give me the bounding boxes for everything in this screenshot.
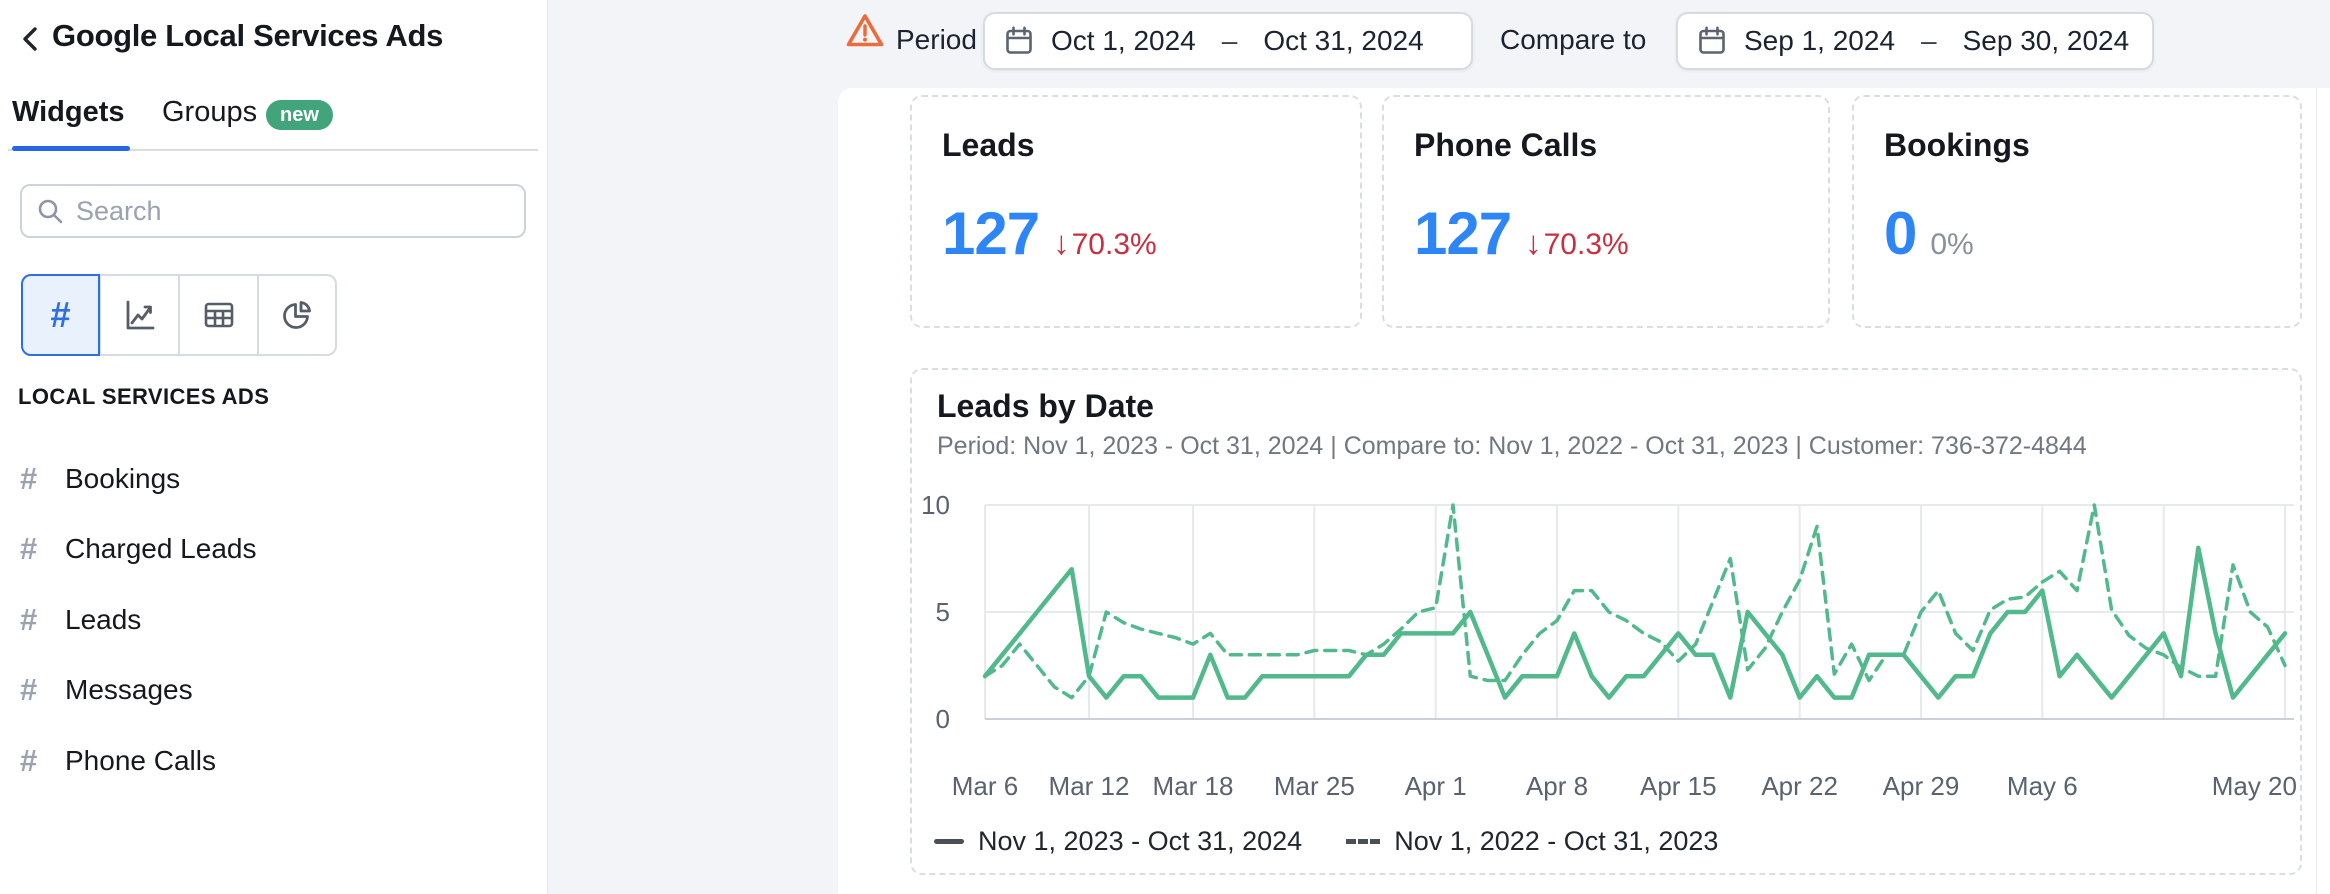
svg-text:May 20: May 20	[2212, 771, 2297, 801]
kpi-value: 0	[1884, 200, 1917, 267]
widget-type-number-button[interactable]: #	[21, 274, 100, 356]
legend-label-compare-period: Nov 1, 2022 - Oct 31, 2023	[1394, 826, 1719, 856]
arrow-down-icon: ↓	[1525, 224, 1542, 261]
sidebar-item-bookings[interactable]: # Bookings	[20, 456, 520, 502]
kpi-delta: 0%	[1930, 228, 1973, 262]
kpi-delta-value: 0%	[1930, 228, 1974, 261]
svg-text:10: 10	[921, 490, 950, 520]
kpi-delta-value: 70.3%	[1543, 228, 1629, 261]
date-range-separator: –	[1221, 25, 1238, 56]
sidebar-item-messages[interactable]: # Messages	[20, 667, 520, 713]
metric-label: Phone Calls	[65, 745, 216, 776]
active-tab-underline	[12, 146, 130, 151]
kpi-delta: ↓ 70.3%	[1525, 224, 1629, 262]
calendar-icon	[1006, 26, 1032, 54]
tab-divider	[8, 149, 538, 151]
line-chart-icon	[126, 300, 154, 330]
arrow-down-icon: ↓	[1053, 224, 1070, 261]
kpi-title: Phone Calls	[1414, 127, 1598, 163]
leads-by-date-widget[interactable]: Leads by Date Period: Nov 1, 2023 - Oct …	[910, 368, 2302, 875]
sidebar-tabs: Widgets Groups new	[0, 96, 548, 136]
svg-text:Mar 25: Mar 25	[1274, 771, 1355, 801]
tab-groups[interactable]: Groups	[162, 96, 258, 128]
date-range-separator: –	[1921, 25, 1937, 56]
sidebar-item-charged-leads[interactable]: # Charged Leads	[20, 526, 520, 572]
new-badge: new	[266, 100, 333, 130]
widget-type-pie-chart-button[interactable]	[258, 274, 337, 356]
metric-label: Charged Leads	[65, 533, 257, 564]
solid-line-legend-marker	[934, 839, 964, 844]
widget-type-selector: #	[21, 274, 337, 356]
search-input[interactable]	[76, 195, 510, 227]
widget-type-line-chart-button[interactable]	[100, 274, 179, 356]
period-date-picker[interactable]: Oct 1, 2024 – Oct 31, 2024	[983, 12, 1473, 70]
metric-label: Messages	[65, 674, 193, 705]
sidebar-item-leads[interactable]: # Leads	[20, 597, 520, 643]
svg-text:Mar 6: Mar 6	[952, 771, 1018, 801]
compare-start-date[interactable]: Sep 1, 2024	[1744, 25, 1896, 56]
widget-sidebar: Google Local Services Ads Widgets Groups…	[0, 0, 548, 894]
compare-to-label: Compare to	[1500, 24, 1647, 55]
number-widget-icon: #	[50, 294, 71, 335]
back-button[interactable]	[14, 22, 48, 56]
svg-text:Mar 12: Mar 12	[1049, 771, 1130, 801]
table-icon	[204, 302, 233, 328]
section-header: LOCAL SERVICES ADS	[18, 384, 270, 409]
hash-icon: #	[20, 531, 38, 566]
kpi-title: Bookings	[1884, 127, 2030, 163]
warning-icon	[846, 14, 884, 47]
svg-text:Apr 15: Apr 15	[1640, 771, 1717, 801]
svg-text:Apr 1: Apr 1	[1405, 771, 1467, 801]
tab-widgets[interactable]: Widgets	[12, 96, 125, 128]
metric-label: Leads	[65, 604, 142, 635]
compare-date-picker[interactable]: Sep 1, 2024 – Sep 30, 2024	[1676, 12, 2154, 70]
metric-label: Bookings	[65, 463, 181, 494]
svg-text:Apr 29: Apr 29	[1883, 771, 1960, 801]
chart-title: Leads by Date	[937, 388, 1154, 424]
period-label: Period	[896, 24, 977, 55]
period-end-date[interactable]: Oct 31, 2024	[1263, 25, 1424, 56]
chevron-left-icon	[23, 27, 37, 51]
calendar-icon	[1699, 26, 1725, 54]
hash-icon: #	[20, 461, 38, 496]
kpi-widget-leads[interactable]: Leads 127 ↓ 70.3%	[910, 95, 1362, 328]
page-title: Google Local Services Ads	[52, 18, 444, 53]
legend-label-current-period: Nov 1, 2023 - Oct 31, 2024	[978, 826, 1303, 856]
leads-by-date-chart: 0 5 10 Mar 6 Mar 12 Mar 18 Mar 25 Apr 1 Apr 8 Apr…	[921, 490, 2297, 801]
widget-search[interactable]	[20, 184, 526, 238]
compare-end-date[interactable]: Sep 30, 2024	[1962, 25, 2130, 56]
kpi-widget-phone-calls[interactable]: Phone Calls 127 ↓ 70.3%	[1382, 95, 1830, 328]
kpi-delta: ↓ 70.3%	[1053, 224, 1157, 262]
hash-icon: #	[20, 743, 38, 778]
kpi-value: 127	[942, 200, 1040, 267]
kpi-widget-bookings[interactable]: Bookings 0 0%	[1852, 95, 2302, 328]
svg-text:Apr 8: Apr 8	[1526, 771, 1588, 801]
svg-text:May 6: May 6	[2007, 771, 2078, 801]
search-icon	[38, 199, 63, 224]
hash-icon: #	[20, 602, 38, 637]
chart-legend: Nov 1, 2023 - Oct 31, 2024 Nov 1, 2022 -…	[934, 826, 1718, 857]
svg-text:Apr 22: Apr 22	[1761, 771, 1838, 801]
widget-type-table-button[interactable]	[179, 274, 258, 356]
svg-text:Mar 18: Mar 18	[1153, 771, 1234, 801]
kpi-title: Leads	[942, 127, 1035, 163]
svg-text:0: 0	[936, 704, 950, 734]
sidebar-header: Google Local Services Ads	[0, 16, 548, 62]
hash-icon: #	[20, 672, 38, 707]
chart-subtitle: Period: Nov 1, 2023 - Oct 31, 2024 | Com…	[937, 432, 2087, 460]
period-start-date[interactable]: Oct 1, 2024	[1051, 25, 1196, 56]
kpi-delta-value: 70.3%	[1071, 228, 1157, 261]
kpi-value: 127	[1414, 200, 1512, 267]
pie-chart-icon	[283, 301, 311, 329]
svg-text:5: 5	[936, 597, 950, 627]
sidebar-item-phone-calls[interactable]: # Phone Calls	[20, 738, 520, 784]
dashed-line-legend-marker	[1346, 839, 1381, 844]
panel-edge-divider	[2316, 88, 2317, 894]
